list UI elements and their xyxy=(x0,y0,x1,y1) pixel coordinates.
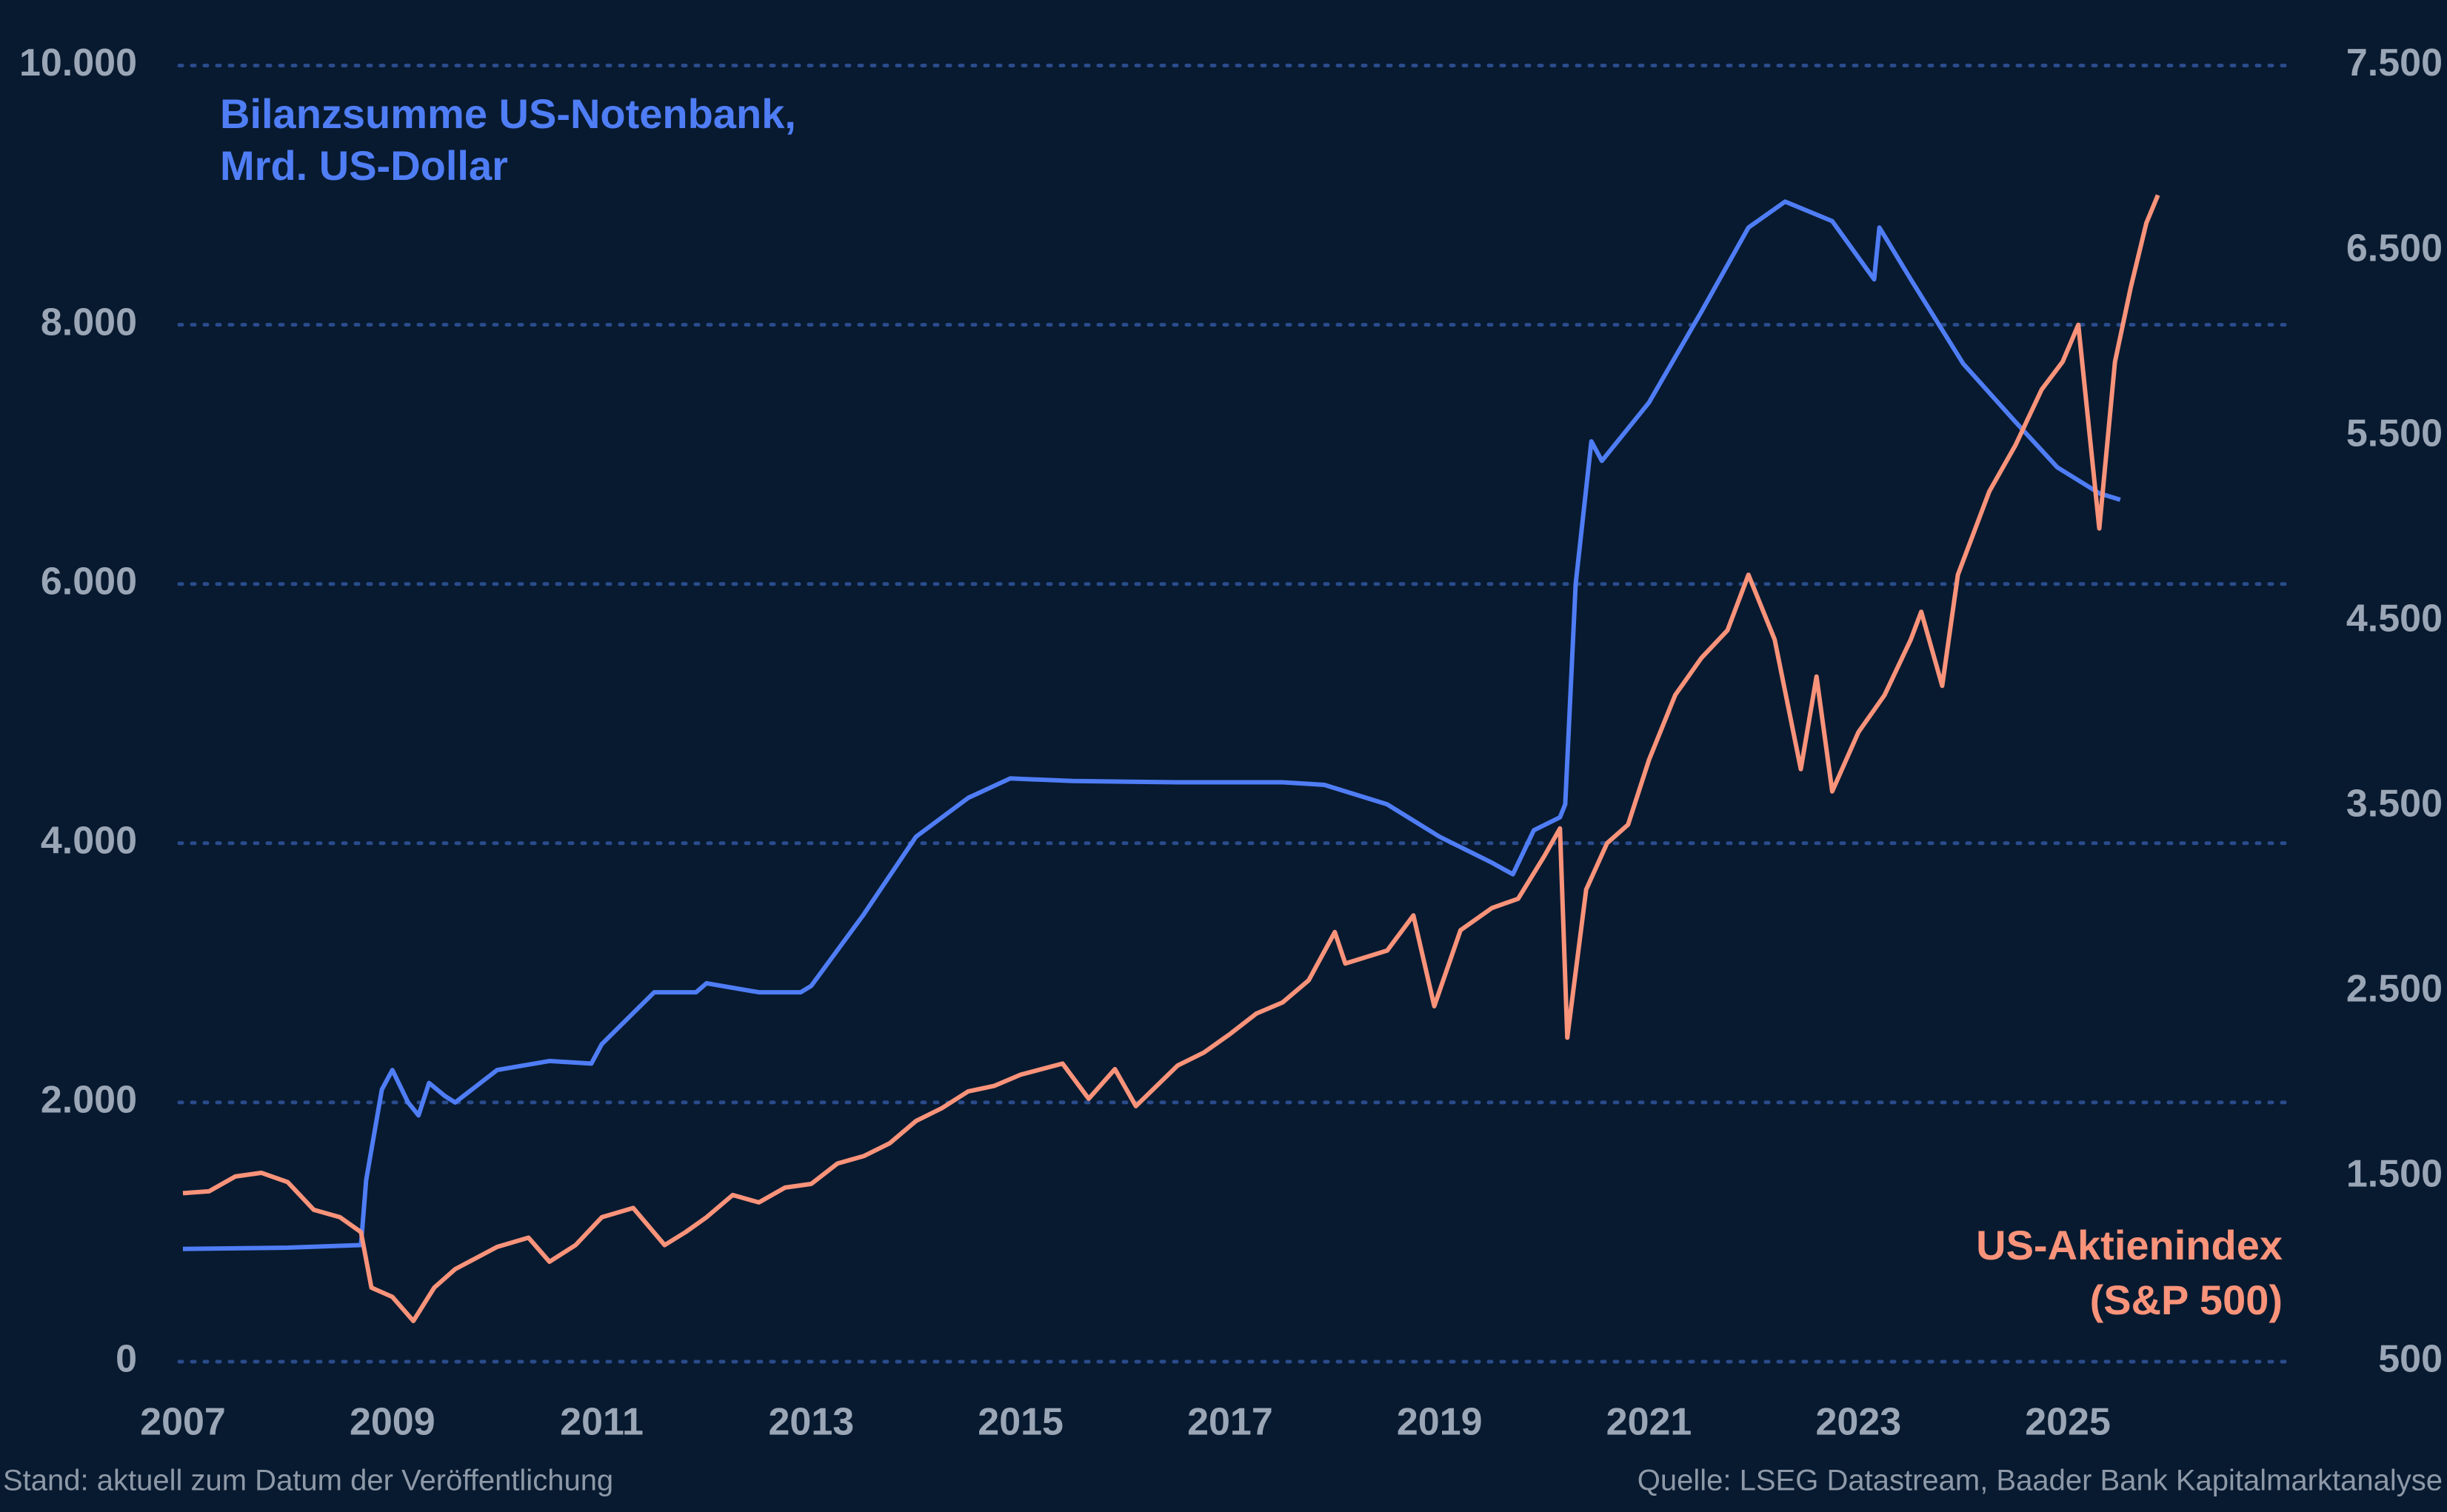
source: Quelle: LSEG Datastream, Baader Bank Kap… xyxy=(1638,1465,2443,1497)
x-tick-label: 2013 xyxy=(769,1401,855,1444)
y-tick-label: 10.000 xyxy=(19,41,137,84)
y2-tick-label: 4.500 xyxy=(2346,597,2443,640)
y2-tick-label: 6.500 xyxy=(2346,227,2443,270)
y2-tick-label: 5.500 xyxy=(2346,412,2443,455)
x-tick-label: 2017 xyxy=(1187,1401,1273,1444)
legend-label: US-Aktienindex xyxy=(1976,1222,2283,1268)
series-line xyxy=(182,194,2160,1323)
y-tick-label: 6.000 xyxy=(41,560,137,603)
y2-tick-label: 1.500 xyxy=(2346,1153,2443,1196)
y-tick-label: 4.000 xyxy=(41,820,137,863)
x-tick-label: 2007 xyxy=(140,1401,226,1444)
series-line xyxy=(182,199,2121,1251)
y2-tick-label: 500 xyxy=(2378,1338,2443,1381)
legend-label: Bilanzsumme US-Notenbank, xyxy=(220,90,796,137)
y-tick-label: 8.000 xyxy=(41,301,137,344)
x-tick-label: 2019 xyxy=(1397,1401,1483,1444)
y-tick-label: 0 xyxy=(116,1338,137,1381)
x-tick-label: 2011 xyxy=(560,1401,644,1444)
y2-tick-label: 7.500 xyxy=(2346,41,2443,84)
y-tick-label: 2.000 xyxy=(41,1079,137,1122)
legend-unit: (S&P 500) xyxy=(2090,1277,2283,1323)
x-tick-label: 2021 xyxy=(1606,1401,1692,1444)
x-tick-label: 2015 xyxy=(978,1401,1064,1444)
note: Stand: aktuell zum Datum der Veröffentli… xyxy=(3,1465,613,1497)
x-tick-label: 2025 xyxy=(2025,1401,2111,1444)
y2-tick-label: 3.500 xyxy=(2346,783,2443,826)
x-tick-label: 2009 xyxy=(350,1401,435,1444)
legend-unit: Mrd. US-Dollar xyxy=(220,142,508,189)
x-tick-label: 2023 xyxy=(1815,1401,1901,1444)
y2-tick-label: 2.500 xyxy=(2346,968,2443,1011)
